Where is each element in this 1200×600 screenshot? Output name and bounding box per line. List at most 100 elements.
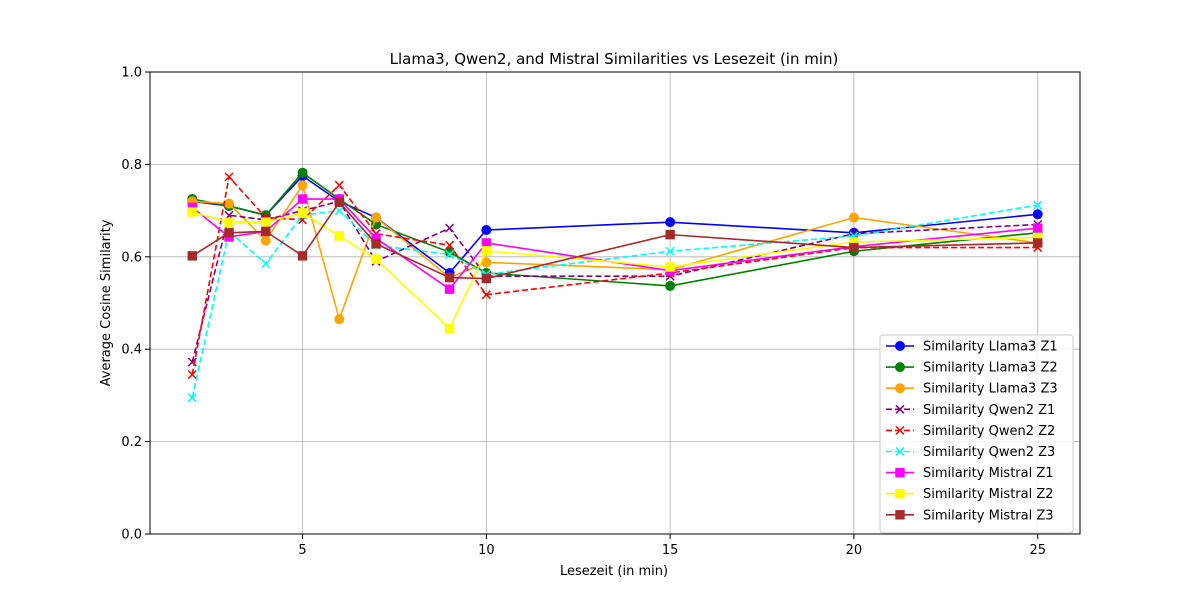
x-tick-label: 10 (478, 543, 495, 558)
data-point (444, 323, 455, 334)
data-point (481, 273, 492, 284)
legend-entry: Similarity Qwen2 Z1 (886, 403, 1055, 418)
data-point (445, 249, 455, 260)
x-tick-label: 15 (662, 543, 679, 558)
legend-frame (879, 334, 1074, 534)
data-point (224, 217, 234, 227)
legend-label: Similarity Llama3 Z2 (923, 361, 1058, 376)
legend-marker (895, 362, 905, 373)
data-point (849, 242, 859, 253)
legend-marker (895, 425, 905, 435)
series-9 (187, 197, 1043, 284)
legend-marker (895, 489, 905, 499)
series-8 (187, 207, 1043, 334)
data-point (481, 257, 492, 268)
data-point (261, 217, 271, 227)
legend-label: Similarity Mistral Z1 (923, 466, 1054, 481)
data-point (371, 239, 381, 249)
y-tick-label: 0.8 (121, 158, 142, 173)
data-point (187, 370, 197, 380)
data-point (665, 262, 675, 272)
data-point (334, 197, 345, 207)
data-point (297, 180, 308, 191)
chart-title: Llama3, Qwen2, and Mistral Similarities … (390, 50, 839, 68)
data-point (481, 246, 492, 256)
data-point (445, 223, 455, 233)
legend-marker (895, 467, 905, 478)
series-layer (187, 167, 1043, 403)
legend-marker (895, 510, 905, 520)
data-point (481, 238, 492, 248)
data-point (481, 290, 491, 300)
data-point (665, 280, 676, 291)
legend-entry: Similarity Qwen2 Z3 (886, 445, 1055, 460)
data-point (1032, 209, 1043, 220)
data-point (444, 272, 455, 283)
plot-frame (149, 71, 1081, 535)
legend-marker (895, 446, 905, 457)
legend-entry: Similarity Mistral Z2 (886, 487, 1054, 502)
x-tick-label: 25 (1029, 543, 1046, 558)
legend-entry: Similarity Llama3 Z3 (886, 382, 1058, 397)
data-point (1033, 223, 1043, 233)
legend-marker (895, 404, 905, 414)
data-point (187, 393, 197, 403)
y-tick-label: 0.6 (121, 250, 142, 265)
legend-label: Similarity Mistral Z3 (923, 508, 1054, 523)
data-point (334, 180, 344, 190)
data-point (224, 172, 234, 182)
x-tick-label: 5 (298, 543, 306, 558)
data-point (297, 194, 308, 204)
x-axis-label: Lesezeit (in min) (560, 564, 668, 579)
data-point (848, 212, 859, 223)
y-axis-label: Average Cosine Similarity (99, 219, 114, 386)
legend-label: Similarity Llama3 Z3 (923, 382, 1058, 397)
data-point (297, 251, 308, 261)
series-line (191, 204, 1038, 398)
data-point (444, 284, 455, 294)
legend-marker (895, 341, 905, 351)
data-point (334, 206, 344, 216)
legend: Similarity Llama3 Z1 Similarity Llama3 Z2… (879, 334, 1074, 534)
legend-label: Similarity Qwen2 Z1 (923, 403, 1055, 418)
data-point (260, 235, 271, 246)
legend-entry: Similarity Mistral Z3 (886, 508, 1054, 523)
data-point (334, 231, 345, 241)
axes: 5 10 15 20 25 0.0 0.2 0.4 0.6 0.8 1.0 (121, 66, 1046, 559)
y-tick-label: 0.0 (121, 528, 142, 543)
data-point (665, 246, 675, 256)
data-point (481, 225, 492, 236)
data-point (371, 212, 382, 223)
legend-label: Similarity Qwen2 Z2 (923, 424, 1055, 439)
y-tick-label: 0.4 (121, 343, 142, 358)
data-point (371, 254, 381, 264)
y-tick-label: 0.2 (121, 435, 142, 450)
legend-entry: Similarity Llama3 Z1 (886, 340, 1058, 355)
data-point (297, 167, 308, 178)
legend-entry: Similarity Mistral Z1 (886, 466, 1054, 481)
data-point (445, 240, 455, 250)
data-point (224, 198, 235, 209)
data-point (334, 314, 345, 325)
data-point (665, 229, 675, 240)
y-tick-label: 1.0 (121, 66, 142, 81)
data-point (187, 251, 197, 261)
data-point (1033, 200, 1043, 210)
data-point (297, 208, 308, 218)
legend-entry: Similarity Llama3 Z2 (886, 361, 1058, 376)
legend-label: Similarity Qwen2 Z3 (923, 445, 1055, 460)
data-point (665, 217, 676, 228)
legend-label: Similarity Mistral Z2 (923, 487, 1054, 502)
legend-marker (895, 383, 905, 394)
data-point (261, 226, 271, 237)
data-point (1033, 238, 1043, 248)
data-point (224, 228, 234, 238)
legend-label: Similarity Llama3 Z1 (923, 340, 1058, 355)
x-tick-label: 20 (846, 543, 863, 558)
data-point (187, 207, 197, 217)
data-point (261, 259, 271, 269)
data-point (187, 357, 197, 367)
legend-entry: Similarity Qwen2 Z2 (886, 424, 1055, 439)
series-line (191, 175, 1038, 375)
